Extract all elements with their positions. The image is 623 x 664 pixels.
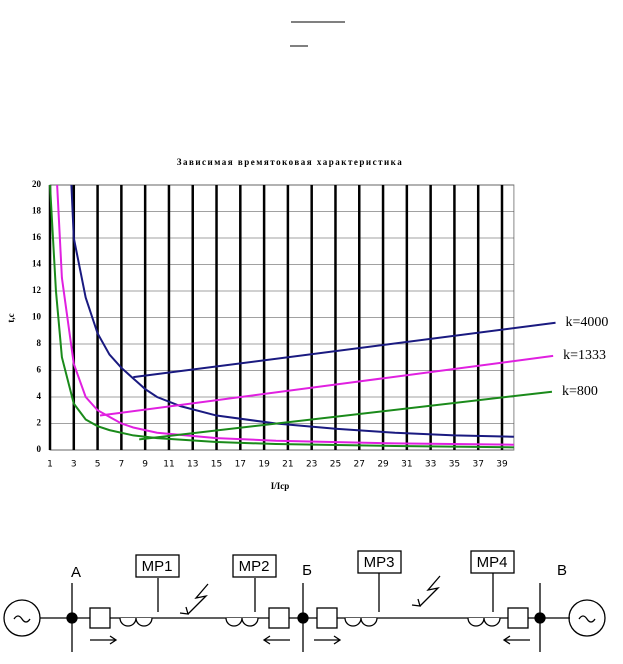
series-label: k=800 (562, 384, 598, 399)
y-tick-label: 0 (37, 444, 42, 454)
series-line (133, 321, 556, 379)
x-tick-label: 23 (306, 460, 317, 470)
series-line (56, 184, 514, 446)
x-tick-label: 27 (354, 460, 365, 470)
x-tick-label: 19 (258, 460, 270, 470)
series-line (99, 354, 554, 417)
x-tick-label: 5 (95, 460, 101, 470)
x-tick-label: 35 (449, 460, 460, 470)
x-tick-label: 9 (142, 460, 148, 470)
bus-label: В (557, 562, 567, 579)
x-tick-label: 31 (401, 460, 412, 470)
diagram (3, 550, 606, 652)
x-tick-label: 29 (377, 460, 389, 470)
x-tick-label: 11 (163, 460, 174, 470)
x-axis-label: I/Icp (271, 481, 290, 491)
y-axis-label: t,c (6, 313, 16, 322)
y-tick-label: 10 (32, 312, 42, 322)
relay-label: МР1 (142, 558, 173, 575)
y-tick-label: 18 (32, 206, 42, 216)
y-tick-label: 20 (32, 179, 42, 189)
series-line (139, 390, 553, 441)
x-tick-label: 7 (119, 460, 125, 470)
x-tick-label: 15 (211, 460, 222, 470)
series-label: k=1333 (563, 348, 606, 363)
x-tick-label: 3 (71, 460, 77, 470)
x-tick-label: 33 (425, 460, 436, 470)
y-tick-label: 12 (32, 285, 42, 295)
y-tick-label: 14 (32, 259, 42, 269)
x-tick-label: 39 (496, 460, 508, 470)
y-tick-label: 8 (37, 338, 42, 348)
relay-label: МР3 (364, 554, 395, 571)
relay-label: МР4 (477, 554, 508, 571)
y-tick-label: 2 (37, 418, 42, 428)
x-tick-label: 21 (282, 460, 293, 470)
y-tick-label: 6 (37, 365, 42, 375)
y-tick-label: 4 (37, 391, 42, 401)
x-tick-label: 13 (187, 460, 198, 470)
chart-title: Зависимая времятоковая характеристика (177, 157, 403, 167)
relay-label: МР2 (239, 558, 270, 575)
series-line (70, 184, 514, 438)
x-tick-label: 1 (47, 460, 53, 470)
series-line (49, 184, 514, 449)
series-label: k=4000 (566, 315, 609, 330)
x-tick-label: 17 (235, 460, 246, 470)
bus-label: Б (302, 562, 312, 579)
y-tick-label: 16 (32, 232, 42, 242)
x-tick-label: 37 (472, 460, 483, 470)
bus-label: А (71, 564, 81, 581)
x-tick-label: 25 (330, 460, 341, 470)
